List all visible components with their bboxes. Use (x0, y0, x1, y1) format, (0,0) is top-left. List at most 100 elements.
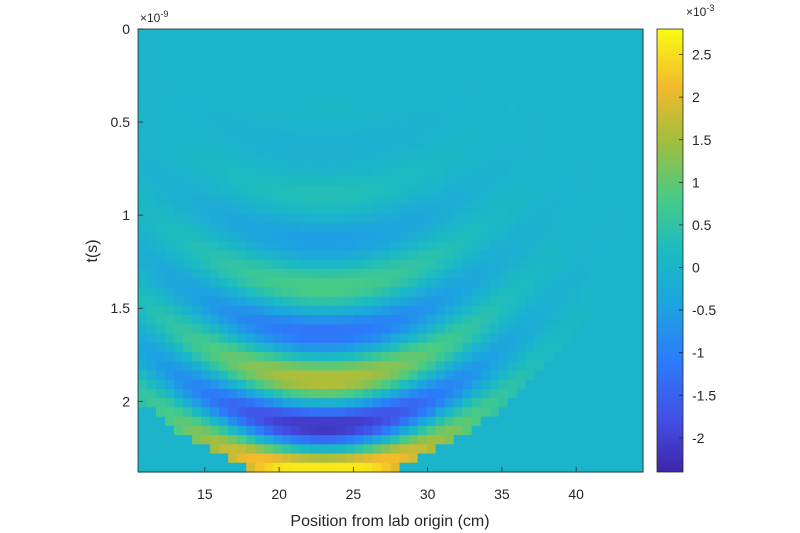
heatmap-cell (327, 130, 337, 141)
heatmap-cell (255, 278, 265, 289)
heatmap-cell (147, 416, 157, 427)
heatmap-cell (480, 158, 491, 169)
heatmap-cell (417, 425, 428, 436)
heatmap-cell (381, 47, 392, 58)
heatmap-cell (372, 232, 383, 242)
heatmap-cell (426, 462, 437, 473)
heatmap-cell (228, 130, 238, 141)
heatmap-cell (372, 268, 383, 279)
heatmap-cell (237, 185, 247, 196)
heatmap-cell (480, 195, 491, 205)
heatmap-cell (597, 379, 608, 390)
heatmap-cell (453, 222, 464, 233)
heatmap-cell (309, 84, 319, 95)
heatmap-cell (543, 56, 554, 67)
heatmap-cell (336, 222, 347, 233)
heatmap-cell (444, 93, 455, 104)
heatmap-cell (471, 176, 482, 187)
heatmap-cell (579, 29, 590, 39)
heatmap-cell (381, 102, 392, 113)
heatmap-cell (552, 38, 563, 49)
heatmap-cell (633, 250, 644, 261)
heatmap-cell (183, 352, 193, 362)
heatmap-cell (282, 342, 292, 353)
heatmap-cell (390, 213, 401, 224)
heatmap-cell (201, 167, 211, 178)
heatmap-cell (282, 204, 292, 215)
heatmap-cell (264, 241, 274, 252)
heatmap-cell (534, 29, 545, 39)
heatmap-cell (237, 296, 247, 307)
heatmap-cell (237, 324, 247, 335)
heatmap-cell (192, 158, 202, 169)
heatmap-cell (309, 315, 319, 325)
heatmap-cell (561, 241, 572, 252)
heatmap-cell (381, 148, 392, 159)
heatmap-cell (399, 462, 410, 473)
heatmap-cell (534, 232, 545, 242)
heatmap-cell (498, 121, 509, 132)
heatmap-cell (489, 379, 500, 390)
heatmap-cell (426, 213, 437, 224)
heatmap-cell (192, 176, 202, 187)
heatmap-cell (606, 361, 617, 372)
heatmap-cell (381, 268, 392, 279)
heatmap-cell (264, 435, 274, 445)
heatmap-cell (597, 158, 608, 169)
heatmap-cell (264, 84, 274, 95)
heatmap-cell (192, 388, 202, 399)
heatmap-cell (543, 250, 554, 261)
heatmap-cell (363, 425, 374, 436)
heatmap-cell (282, 259, 292, 270)
heatmap-cell (300, 148, 310, 159)
heatmap-cell (579, 305, 590, 316)
heatmap-cell (417, 213, 428, 224)
heatmap-cell (543, 425, 554, 436)
heatmap-cell (237, 121, 247, 132)
heatmap-cell (201, 185, 211, 196)
heatmap-cell (543, 333, 554, 344)
heatmap-cell (363, 121, 374, 132)
heatmap-cell (255, 204, 265, 215)
heatmap-cell (273, 296, 283, 307)
heatmap-cell (354, 112, 365, 122)
heatmap-cell (390, 361, 401, 372)
heatmap-cell (390, 185, 401, 196)
heatmap-cell (273, 222, 283, 233)
heatmap-cell (507, 176, 518, 187)
heatmap-cell (624, 195, 635, 205)
heatmap-cell (426, 29, 437, 39)
heatmap-cell (570, 65, 581, 76)
heatmap-cell (453, 121, 464, 132)
heatmap-cell (138, 56, 148, 67)
heatmap-cell (552, 435, 563, 445)
heatmap-cell (534, 65, 545, 76)
heatmap-cell (507, 361, 518, 372)
heatmap-cell (426, 47, 437, 58)
heatmap-cell (147, 388, 157, 399)
heatmap-cell (345, 352, 356, 362)
heatmap-cell (147, 213, 157, 224)
heatmap-cell (363, 204, 374, 215)
heatmap-cell (291, 379, 301, 390)
heatmap-cell (444, 416, 455, 427)
heatmap-cell (462, 121, 473, 132)
heatmap-cell (426, 204, 437, 215)
heatmap-cell (399, 56, 410, 67)
heatmap-cell (480, 379, 491, 390)
heatmap-cell (579, 204, 590, 215)
heatmap-cell (219, 158, 229, 169)
heatmap-cell (300, 75, 310, 85)
heatmap-cell (552, 195, 563, 205)
heatmap-cell (570, 370, 581, 381)
heatmap-cell (633, 222, 644, 233)
heatmap-cell (624, 139, 635, 150)
heatmap-cell (435, 379, 446, 390)
heatmap-cell (570, 121, 581, 132)
heatmap-cell (516, 453, 527, 464)
heatmap-cell (255, 268, 265, 279)
heatmap-cell (489, 84, 500, 95)
heatmap-cell (417, 352, 428, 362)
heatmap-cell (246, 370, 256, 381)
heatmap-cell (255, 287, 265, 298)
